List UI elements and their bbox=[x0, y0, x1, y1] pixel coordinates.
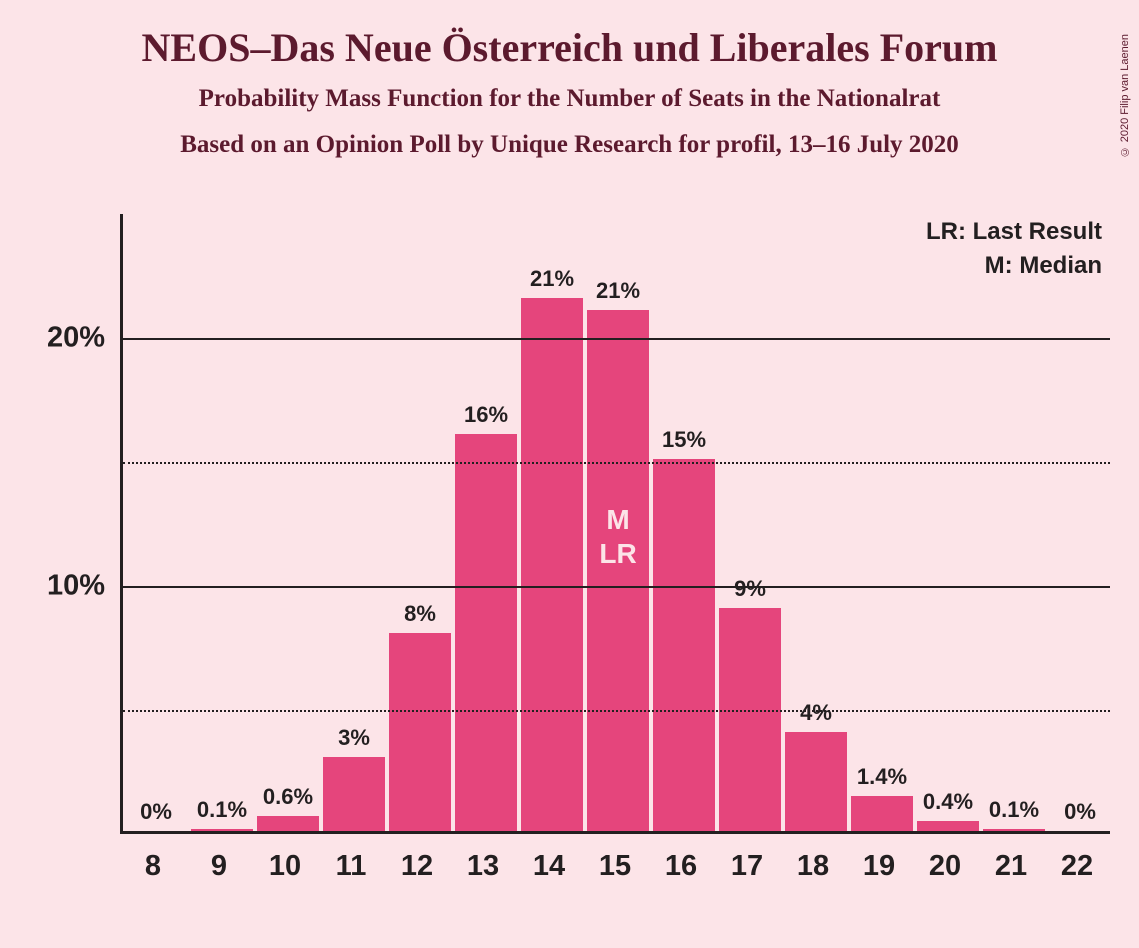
bar: 21%MLR bbox=[587, 310, 649, 831]
bar-value-label: 0% bbox=[140, 799, 172, 825]
bar-value-label: 0.4% bbox=[923, 789, 973, 815]
bar: 0.6% bbox=[257, 816, 319, 831]
bar-value-label: 16% bbox=[464, 402, 508, 428]
gridline-major bbox=[123, 338, 1110, 340]
x-tick-label: 19 bbox=[863, 850, 895, 883]
x-tick-label: 14 bbox=[533, 850, 565, 883]
x-tick-label: 20 bbox=[929, 850, 961, 883]
gridline-major bbox=[123, 586, 1110, 588]
bar: 8% bbox=[389, 633, 451, 831]
x-tick-label: 17 bbox=[731, 850, 763, 883]
bar-slot: 16% bbox=[453, 214, 519, 831]
legend-lr: LR: Last Result bbox=[926, 218, 1102, 246]
x-tick-label: 22 bbox=[1061, 850, 1093, 883]
bar-value-label: 0.6% bbox=[263, 784, 313, 810]
bar: 15% bbox=[653, 459, 715, 831]
bar: 3% bbox=[323, 757, 385, 831]
plot-area: LR: Last Result M: Median 0%0.1%0.6%3%8%… bbox=[120, 214, 1110, 834]
y-axis: 10% 20% bbox=[45, 214, 115, 834]
y-tick-label: 20% bbox=[47, 322, 105, 355]
gridline-minor bbox=[123, 462, 1110, 464]
x-tick-label: 18 bbox=[797, 850, 829, 883]
x-tick-label: 12 bbox=[401, 850, 433, 883]
bar: 21% bbox=[521, 298, 583, 831]
x-tick-label: 13 bbox=[467, 850, 499, 883]
chart-subtitle-1: Probability Mass Function for the Number… bbox=[0, 85, 1139, 113]
bar-value-label: 0% bbox=[1064, 799, 1096, 825]
bar-slot: 0% bbox=[123, 214, 189, 831]
bar: 9% bbox=[719, 608, 781, 831]
bar-slot: 21% MLR bbox=[585, 214, 651, 831]
x-axis: 8 9 10 11 12 13 14 15 16 17 18 19 20 21 22 bbox=[120, 842, 1110, 892]
bar-marker: MLR bbox=[599, 503, 636, 570]
x-tick-label: 15 bbox=[599, 850, 631, 883]
x-tick-label: 10 bbox=[269, 850, 301, 883]
bar: 4% bbox=[785, 732, 847, 831]
bar: 1.4% bbox=[851, 796, 913, 831]
bar-slot: 0.1% bbox=[189, 214, 255, 831]
bars-container: 0%0.1%0.6%3%8%16%21%21%MLR15%9%4%1.4%0.4… bbox=[123, 214, 1110, 831]
bar-value-label: 3% bbox=[338, 725, 370, 751]
legend-m: M: Median bbox=[926, 252, 1102, 280]
bar-slot: 4% bbox=[783, 214, 849, 831]
gridline-minor bbox=[123, 710, 1110, 712]
bar-slot: 21% bbox=[519, 214, 585, 831]
bar-value-label: 21% bbox=[530, 266, 574, 292]
chart-subtitle-2: Based on an Opinion Poll by Unique Resea… bbox=[0, 131, 1139, 159]
bar-value-label: 0.1% bbox=[989, 797, 1039, 823]
x-tick-label: 8 bbox=[145, 850, 161, 883]
bar-slot: 0% bbox=[1047, 214, 1113, 831]
bar-slot: 9% bbox=[717, 214, 783, 831]
bar-value-label: 21% bbox=[596, 278, 640, 304]
bar-value-label: 15% bbox=[662, 427, 706, 453]
bar-slot: 3% bbox=[321, 214, 387, 831]
bar: 16% bbox=[455, 434, 517, 831]
bar: 0.1% bbox=[191, 829, 253, 831]
bar-slot: 1.4% bbox=[849, 214, 915, 831]
bar-value-label: 0.1% bbox=[197, 797, 247, 823]
bar-value-label: 4% bbox=[800, 700, 832, 726]
bar-value-label: 1.4% bbox=[857, 764, 907, 790]
bar: 0.4% bbox=[917, 821, 979, 831]
bar-slot: 0.6% bbox=[255, 214, 321, 831]
x-tick-label: 16 bbox=[665, 850, 697, 883]
legend: LR: Last Result M: Median bbox=[926, 218, 1102, 286]
y-tick-label: 10% bbox=[47, 570, 105, 603]
x-tick-label: 21 bbox=[995, 850, 1027, 883]
bar-slot: 15% bbox=[651, 214, 717, 831]
bar: 0.1% bbox=[983, 829, 1045, 831]
bar-slot: 8% bbox=[387, 214, 453, 831]
bar-value-label: 9% bbox=[734, 576, 766, 602]
x-tick-label: 9 bbox=[211, 850, 227, 883]
x-tick-label: 11 bbox=[336, 850, 367, 883]
bar-slot: 0.4% bbox=[915, 214, 981, 831]
bar-value-label: 8% bbox=[404, 601, 436, 627]
chart-title: NEOS–Das Neue Österreich und Liberales F… bbox=[0, 24, 1139, 71]
copyright-text: © 2020 Filip van Laenen bbox=[1119, 34, 1131, 157]
bar-slot: 0.1% bbox=[981, 214, 1047, 831]
chart-area: 10% 20% LR: Last Result M: Median 0% 0.1% 0… bbox=[45, 214, 1115, 894]
